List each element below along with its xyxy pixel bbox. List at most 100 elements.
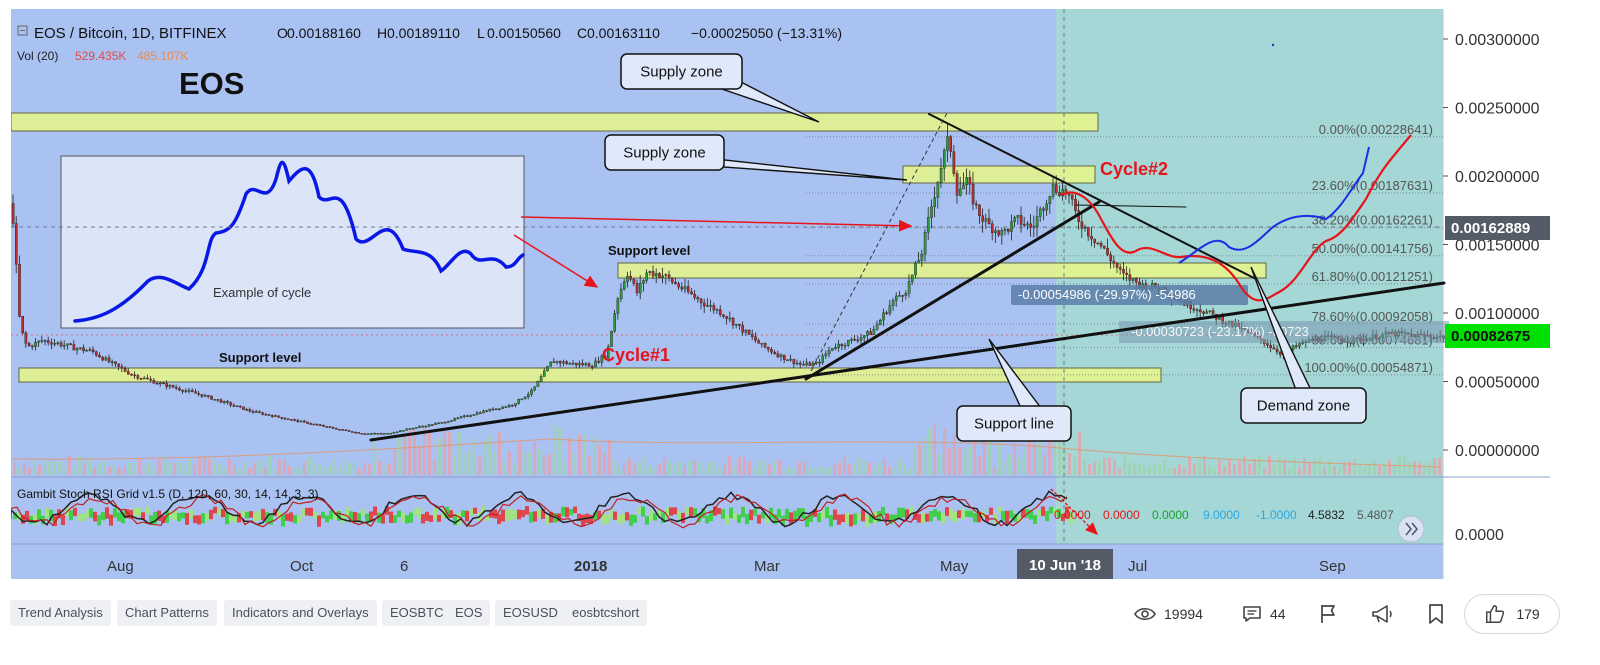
- candle-body: [479, 412, 482, 415]
- volume-bar: [368, 464, 371, 475]
- rsi-grid-cell: [73, 507, 77, 516]
- candle-body: [232, 404, 236, 407]
- rsi-grid-cell: [945, 507, 949, 516]
- chart-container[interactable]: 0.00300000 0.00250000 0.00200000 0.00150000…: [11, 9, 1550, 579]
- candle-body: [760, 342, 764, 345]
- candle-body: [971, 184, 975, 205]
- tag-chart-patterns[interactable]: Chart Patterns: [117, 600, 217, 626]
- candle-body: [463, 415, 466, 417]
- tag-eos[interactable]: EOS: [447, 600, 491, 626]
- rsi-grid-cell: [817, 512, 821, 523]
- candle-body: [895, 295, 898, 301]
- candle-body: [402, 430, 405, 432]
- volume-bar: [903, 463, 906, 475]
- eye-icon: [1134, 607, 1156, 621]
- candle-body: [1266, 343, 1269, 346]
- rsi-grid-cell: [481, 506, 485, 513]
- candle-body: [91, 349, 95, 352]
- volume-bar: [918, 444, 921, 475]
- rsi-grid-cell: [681, 512, 685, 524]
- tag-eosbtcshort[interactable]: eosbtcshort: [564, 600, 648, 626]
- candle-body: [770, 349, 773, 353]
- candle-body: [754, 336, 757, 341]
- rsi-grid-cell: [185, 513, 189, 525]
- rsi-grid-cell: [533, 511, 537, 522]
- candle-body: [34, 342, 37, 347]
- volume-bar: [503, 462, 506, 475]
- candle-body: [421, 425, 425, 428]
- rsi-grid-cell: [45, 507, 49, 518]
- volume-bar: [13, 462, 16, 475]
- volume-bar: [833, 464, 836, 475]
- volume-bar: [108, 466, 111, 475]
- volume-bar: [1033, 443, 1036, 475]
- candle-body: [1118, 267, 1122, 270]
- supply-zone-upper: [902, 165, 1096, 184]
- tag-eosusd[interactable]: EOSUSD: [495, 600, 566, 626]
- rsi-grid-cell: [745, 513, 749, 525]
- volume-bar: [118, 467, 121, 475]
- rsi-grid-cell: [929, 511, 933, 522]
- bookmark-icon[interactable]: [1424, 602, 1448, 626]
- volume-bar: [1043, 454, 1046, 475]
- volume-bar: [383, 465, 386, 475]
- rsi-grid-cell: [589, 514, 593, 525]
- candle-body: [222, 401, 226, 403]
- volume-bar: [768, 464, 771, 475]
- volume-bar: [963, 449, 966, 475]
- tag-eosbtc[interactable]: EOSBTC: [382, 600, 452, 626]
- time-axis-band: [11, 544, 1443, 579]
- flag-icon[interactable]: [1316, 602, 1340, 626]
- rsi-grid-cell: [517, 509, 521, 520]
- rsi-grid-cell: [1001, 510, 1005, 521]
- rsi-grid-cell: [441, 509, 445, 518]
- volume-bar: [468, 450, 471, 475]
- volume-bar: [448, 431, 451, 475]
- candle-body: [184, 390, 188, 393]
- volume-bar: [518, 442, 521, 475]
- rsi-grid-cell: [789, 512, 793, 524]
- candle-body: [1000, 230, 1004, 236]
- indicator-value: 0.0000: [1054, 508, 1091, 522]
- volume-bar: [823, 467, 826, 475]
- volume-bar: [443, 431, 446, 475]
- callout-support-line: Support line: [956, 338, 1072, 442]
- price-chart[interactable]: 0.00300000 0.00250000 0.00200000 0.00150000…: [11, 9, 1550, 579]
- rsi-grid-cell: [457, 512, 461, 525]
- volume-bar: [413, 428, 416, 475]
- time-axis-label: Mar: [754, 558, 780, 575]
- candle-body: [238, 405, 242, 408]
- candle-body: [562, 361, 565, 364]
- volume-bar: [48, 462, 51, 475]
- rsi-grid-cell: [997, 506, 1001, 513]
- comments-button[interactable]: 44: [1242, 600, 1286, 628]
- rsi-grid-cell: [437, 514, 441, 522]
- rsi-grid-cell: [165, 511, 169, 523]
- candle-body: [280, 416, 284, 419]
- rsi-grid-cell: [529, 511, 533, 523]
- rsi-grid-cell: [741, 506, 745, 518]
- like-button[interactable]: 179: [1464, 594, 1560, 634]
- scroll-right-button[interactable]: [1397, 515, 1425, 543]
- candle-body: [450, 420, 453, 422]
- candle-body: [847, 339, 850, 346]
- megaphone-icon[interactable]: [1370, 602, 1394, 626]
- rsi-grid-cell: [61, 515, 65, 526]
- rsi-grid-cell: [869, 514, 873, 524]
- rsi-grid-cell: [601, 513, 605, 525]
- volume-bar: [258, 460, 261, 475]
- candle-body: [1192, 308, 1196, 311]
- candle-body: [853, 339, 856, 341]
- candle-body: [594, 360, 597, 368]
- candle-body: [498, 408, 501, 410]
- rsi-grid-cell: [833, 509, 837, 520]
- candle-body: [664, 274, 668, 276]
- rsi-grid-cell: [193, 515, 197, 524]
- candle-body: [1096, 242, 1100, 245]
- tag-indicators-and-overlays[interactable]: Indicators and Overlays: [224, 600, 377, 626]
- tag-trend-analysis[interactable]: Trend Analysis: [10, 600, 111, 626]
- candle-body: [98, 355, 101, 358]
- rsi-grid-cell: [389, 511, 393, 524]
- volume-bar: [1108, 457, 1111, 475]
- candle-body: [344, 429, 348, 431]
